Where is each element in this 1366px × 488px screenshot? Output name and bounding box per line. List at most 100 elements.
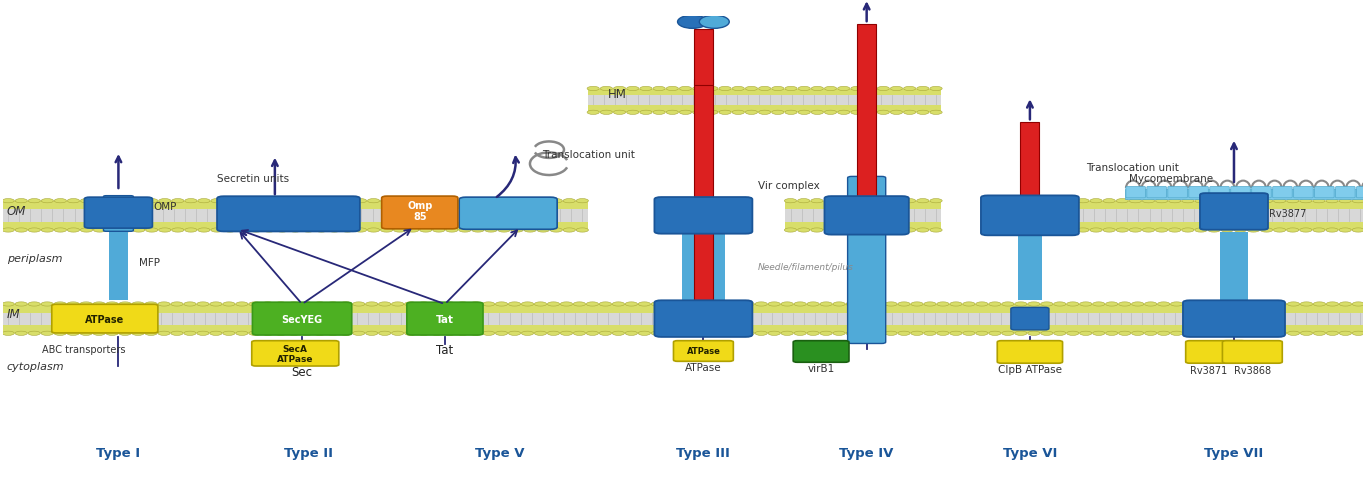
Circle shape xyxy=(949,331,962,336)
Circle shape xyxy=(158,331,171,336)
Circle shape xyxy=(638,331,650,336)
Circle shape xyxy=(525,228,537,233)
Bar xyxy=(1020,123,1040,198)
Circle shape xyxy=(342,199,354,203)
Circle shape xyxy=(1197,331,1209,336)
Bar xyxy=(587,89,941,96)
Circle shape xyxy=(851,228,863,233)
Circle shape xyxy=(145,331,157,336)
Circle shape xyxy=(576,228,589,233)
Text: Type V: Type V xyxy=(474,446,525,459)
Circle shape xyxy=(975,302,988,306)
Text: ATPase: ATPase xyxy=(85,314,124,324)
Circle shape xyxy=(1053,302,1065,306)
Circle shape xyxy=(785,111,798,115)
Circle shape xyxy=(703,302,716,306)
Circle shape xyxy=(600,87,612,91)
Circle shape xyxy=(837,199,850,203)
Circle shape xyxy=(236,302,249,306)
Circle shape xyxy=(133,228,145,233)
Bar xyxy=(1018,233,1042,300)
Circle shape xyxy=(236,199,249,203)
Circle shape xyxy=(288,331,301,336)
Circle shape xyxy=(352,331,365,336)
Bar xyxy=(587,96,941,106)
Circle shape xyxy=(107,302,119,306)
Bar xyxy=(3,312,1366,325)
Circle shape xyxy=(352,302,365,306)
Circle shape xyxy=(897,331,910,336)
Circle shape xyxy=(314,302,326,306)
Circle shape xyxy=(820,302,832,306)
Circle shape xyxy=(172,199,184,203)
Circle shape xyxy=(485,199,497,203)
Circle shape xyxy=(638,302,650,306)
Circle shape xyxy=(1116,199,1128,203)
Circle shape xyxy=(433,228,445,233)
Circle shape xyxy=(445,199,458,203)
Circle shape xyxy=(407,228,419,233)
Circle shape xyxy=(626,302,638,306)
Circle shape xyxy=(678,302,690,306)
Circle shape xyxy=(1326,331,1339,336)
Circle shape xyxy=(930,111,943,115)
Circle shape xyxy=(613,111,626,115)
Text: periplasm: periplasm xyxy=(7,253,63,263)
Circle shape xyxy=(120,228,131,233)
Circle shape xyxy=(485,228,497,233)
Circle shape xyxy=(1235,302,1247,306)
Bar xyxy=(785,209,941,223)
Circle shape xyxy=(903,228,915,233)
Circle shape xyxy=(781,302,794,306)
Circle shape xyxy=(613,87,626,91)
Circle shape xyxy=(15,331,27,336)
Circle shape xyxy=(949,302,962,306)
Circle shape xyxy=(1195,228,1208,233)
Circle shape xyxy=(3,331,14,336)
Circle shape xyxy=(877,111,889,115)
Circle shape xyxy=(825,87,837,91)
Circle shape xyxy=(133,331,145,336)
Circle shape xyxy=(496,331,508,336)
Circle shape xyxy=(197,331,209,336)
Circle shape xyxy=(859,331,872,336)
Circle shape xyxy=(276,228,288,233)
Circle shape xyxy=(236,331,249,336)
Circle shape xyxy=(1169,228,1180,233)
Circle shape xyxy=(1116,228,1128,233)
Circle shape xyxy=(1223,302,1235,306)
Circle shape xyxy=(288,302,301,306)
Circle shape xyxy=(262,331,275,336)
Circle shape xyxy=(367,228,380,233)
Circle shape xyxy=(133,199,145,203)
Circle shape xyxy=(639,87,652,91)
Circle shape xyxy=(548,302,560,306)
Circle shape xyxy=(627,87,639,91)
Circle shape xyxy=(732,111,744,115)
Circle shape xyxy=(393,228,406,233)
Circle shape xyxy=(392,331,404,336)
Circle shape xyxy=(354,199,366,203)
Circle shape xyxy=(891,87,903,91)
Circle shape xyxy=(29,302,41,306)
Circle shape xyxy=(210,331,223,336)
Circle shape xyxy=(1182,199,1194,203)
Circle shape xyxy=(1352,302,1365,306)
Circle shape xyxy=(1287,228,1299,233)
Circle shape xyxy=(732,87,744,91)
Circle shape xyxy=(891,111,903,115)
Circle shape xyxy=(1090,199,1102,203)
Circle shape xyxy=(328,228,340,233)
Text: Needle/filament/pilus: Needle/filament/pilus xyxy=(758,263,854,272)
Circle shape xyxy=(903,111,915,115)
FancyBboxPatch shape xyxy=(997,341,1063,364)
Circle shape xyxy=(1067,331,1079,336)
FancyBboxPatch shape xyxy=(85,198,153,229)
Circle shape xyxy=(184,302,197,306)
Circle shape xyxy=(1313,302,1325,306)
Circle shape xyxy=(184,331,197,336)
FancyBboxPatch shape xyxy=(825,197,908,235)
Bar xyxy=(1126,189,1366,200)
Circle shape xyxy=(877,87,889,91)
Circle shape xyxy=(81,228,93,233)
